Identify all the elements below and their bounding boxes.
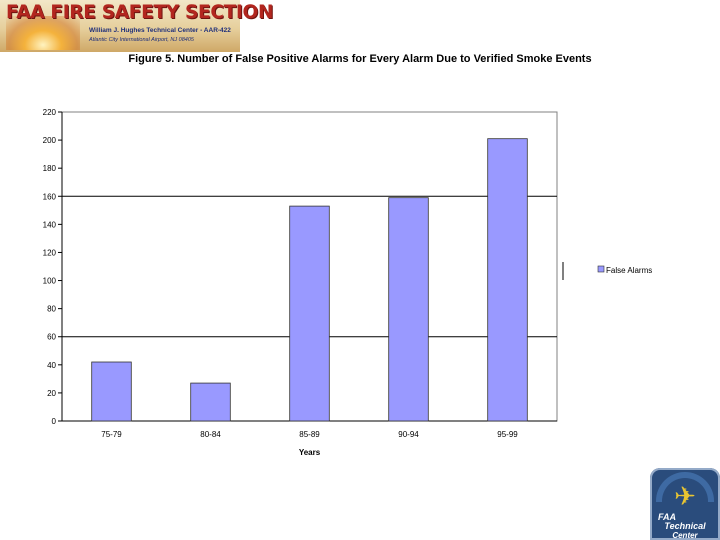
bar-80-84 (190, 382, 231, 422)
y-tick-label: 160 (43, 192, 57, 201)
y-tick-label: 140 (43, 220, 57, 229)
x-tick-label: 85-89 (299, 430, 320, 439)
bar-85-89 (289, 205, 330, 422)
badge-technical-label: Technical (664, 521, 706, 531)
y-tick-label: 200 (43, 136, 57, 145)
y-tick-label: 20 (47, 389, 56, 398)
y-tick-label: 0 (52, 417, 57, 426)
bar-95-99 (487, 138, 528, 422)
fire-safety-logo: FAA FIRE SAFETY SECTION William J. Hughe… (0, 0, 273, 52)
y-tick-label: 180 (43, 164, 57, 173)
legend-label: False Alarms (606, 266, 652, 275)
x-tick-label: 90-94 (398, 430, 419, 439)
y-tick-label: 80 (47, 305, 56, 314)
center-name: William J. Hughes Technical Center - AAR… (89, 27, 231, 34)
airplane-icon: ✈ (674, 481, 696, 511)
bar-90-94 (388, 197, 429, 422)
tech-center-badge-icon: ✈ FAA Technical Center (650, 468, 720, 540)
section-title: FAA FIRE SAFETY SECTION (6, 2, 274, 23)
chart-title: Figure 5. Number of False Positive Alarm… (128, 53, 592, 65)
legend-swatch (597, 265, 605, 273)
y-tick-label: 220 (43, 108, 57, 117)
x-tick-label: 95-99 (497, 430, 518, 439)
y-tick-label: 100 (43, 277, 57, 286)
x-tick-label: 80-84 (200, 430, 221, 439)
badge-faa-label: FAA (658, 512, 676, 522)
bar-75-79 (91, 361, 132, 422)
badge-center-label: Center (672, 531, 698, 540)
x-tick-label: 75-79 (101, 430, 122, 439)
y-tick-label: 60 (47, 333, 56, 342)
center-address: Atlantic City International Airport, NJ … (89, 37, 194, 43)
y-tick-label: 120 (43, 248, 57, 257)
x-axis-title: Years (299, 448, 321, 457)
flame-graphic (6, 16, 80, 50)
y-tick-label: 40 (47, 361, 56, 370)
